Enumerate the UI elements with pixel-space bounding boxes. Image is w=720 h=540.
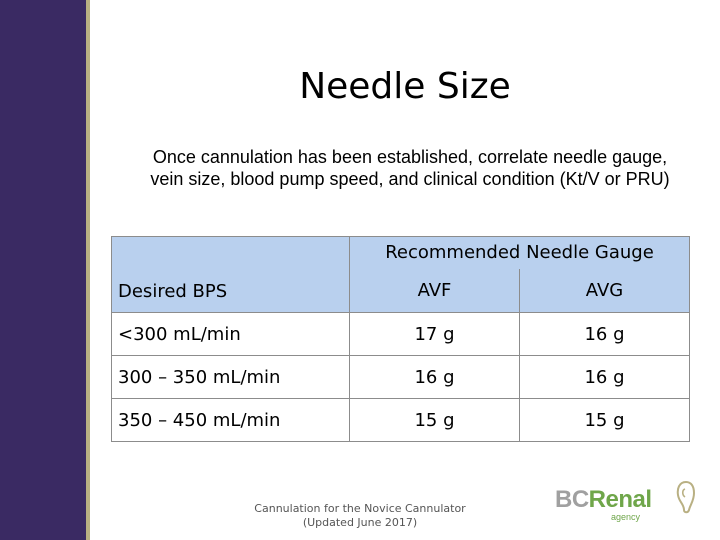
footer-line-1: Cannulation for the Novice Cannulator [254,502,466,515]
logo-bc: BC [555,486,589,513]
table-row: <300 mL/min 17 g 16 g [111,312,690,356]
header-avg: AVG [519,268,690,313]
cell-avf: 15 g [349,398,520,442]
table-header-row: Desired BPS Recommended Needle Gauge [111,236,690,313]
table-row: 350 – 450 mL/min 15 g 15 g [111,398,690,442]
ear-icon [676,480,696,514]
bc-renal-logo: BCRenal agency [555,478,715,528]
header-recommended-gauge: Recommended Needle Gauge [349,236,690,269]
cell-avg: 16 g [519,312,690,356]
slide-subtitle: Once cannulation has been established, c… [150,147,670,189]
cell-avf: 17 g [349,312,520,356]
sidebar-accent-line [86,0,90,540]
footer-line-2: (Updated June 2017) [302,516,418,529]
cell-bps: <300 mL/min [111,312,350,356]
header-avf: AVF [349,268,520,313]
table-row: 300 – 350 mL/min 16 g 16 g [111,355,690,399]
header-desired-bps: Desired BPS [111,236,350,313]
cell-bps: 350 – 450 mL/min [111,398,350,442]
logo-renal: Renal [588,486,652,513]
cell-avg: 16 g [519,355,690,399]
cell-bps: 300 – 350 mL/min [111,355,350,399]
needle-gauge-table: Desired BPS Recommended Needle Gauge AVF… [111,236,690,442]
slide-footer: Cannulation for the Novice Cannulator (U… [240,502,480,530]
logo-wordmark: BCRenal [555,486,652,514]
slide-title: Needle Size [299,66,511,107]
sidebar-band [0,0,86,540]
logo-agency: agency [611,512,641,522]
cell-avg: 15 g [519,398,690,442]
cell-avf: 16 g [349,355,520,399]
